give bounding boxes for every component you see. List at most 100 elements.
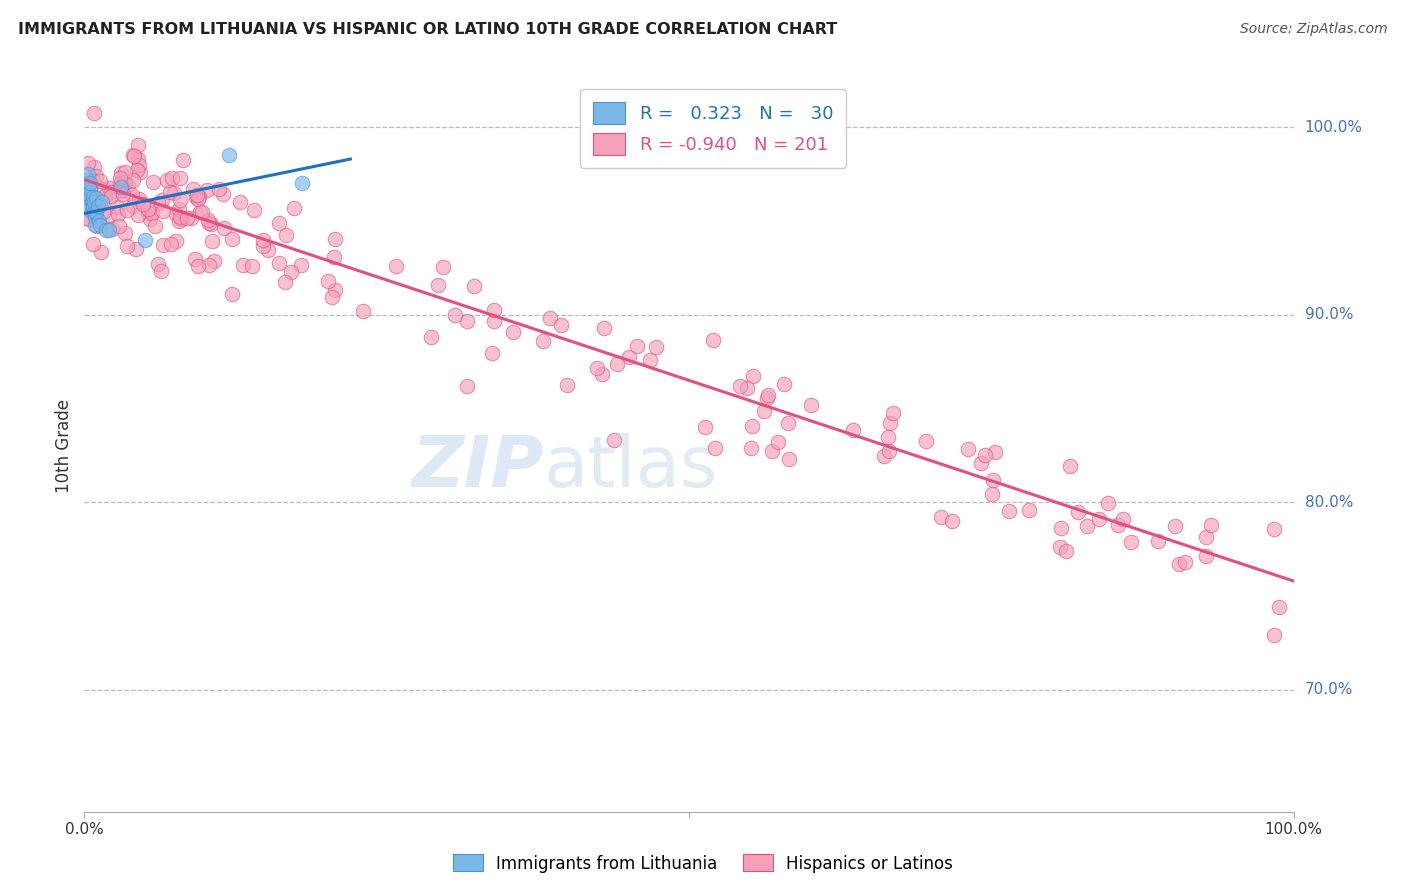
Point [167,202,190,216]
Point [201,234,224,248]
Point [444,308,467,322]
Point [146,257,169,271]
Text: 70.0%: 70.0% [1305,682,1353,698]
Point [842,423,865,437]
Point [77,167,100,181]
Point [89,174,111,188]
Point [321,290,343,304]
Point [83,160,105,174]
Point [482,302,505,317]
Point [176,211,198,226]
Point [197,258,219,272]
Point [252,239,274,253]
Point [229,194,252,209]
Point [134,233,156,247]
Point [114,227,136,241]
Point [84,218,107,232]
Point [91,205,114,219]
Point [221,232,243,246]
Point [626,339,648,353]
Point [169,210,191,224]
Point [76,172,98,186]
Point [756,387,779,401]
Point [127,208,149,222]
Point [290,258,312,272]
Point [267,256,290,270]
Point [77,195,100,210]
Point [184,189,207,203]
Point [1107,518,1129,533]
Point [80,204,103,219]
Point [981,474,1004,488]
Point [82,189,104,203]
Point [981,487,1004,501]
Point [619,350,641,364]
Text: 100.0%: 100.0% [1305,120,1362,135]
Point [1121,535,1143,549]
Point [187,259,209,273]
Point [191,205,214,219]
Point [128,192,150,206]
Point [172,153,194,168]
Point [1076,518,1098,533]
Point [212,187,235,202]
Point [108,178,131,192]
Point [538,311,561,326]
Point [143,219,166,233]
Point [141,206,163,220]
Point [83,204,105,219]
Point [645,340,668,354]
Point [638,352,661,367]
Point [136,206,159,220]
Point [741,418,763,433]
Point [232,258,254,272]
Point [155,173,177,187]
Point [432,260,454,275]
Point [1066,505,1088,519]
Point [419,330,441,344]
Point [90,245,112,260]
Text: ZIP: ZIP [412,434,544,502]
Point [125,242,148,256]
Point [100,185,122,199]
Text: atlas: atlas [544,434,718,502]
Point [146,196,169,211]
Point [877,444,900,458]
Point [75,177,97,191]
Point [84,210,107,224]
Point [86,204,108,219]
Point [384,260,406,274]
Point [353,303,375,318]
Point [742,368,765,383]
Point [110,180,132,194]
Point [735,381,758,395]
Point [998,504,1021,518]
Point [170,211,193,226]
Point [755,392,778,406]
Point [110,183,132,197]
Point [212,221,235,235]
Point [86,191,108,205]
Point [83,105,105,120]
Point [122,149,145,163]
Point [188,205,211,219]
Point [197,213,219,227]
Point [94,189,117,203]
Point [550,318,572,332]
Point [1263,522,1285,536]
Point [112,187,135,202]
Point [110,185,132,199]
Point [427,278,450,293]
Point [160,171,183,186]
Point [83,195,105,210]
Point [152,237,174,252]
Y-axis label: 10th Grade: 10th Grade [55,399,73,493]
Point [929,510,952,524]
Point [117,178,139,192]
Point [128,158,150,172]
Point [1263,628,1285,642]
Point [1164,519,1187,533]
Point [111,174,134,188]
Point [484,314,506,328]
Point [82,199,104,213]
